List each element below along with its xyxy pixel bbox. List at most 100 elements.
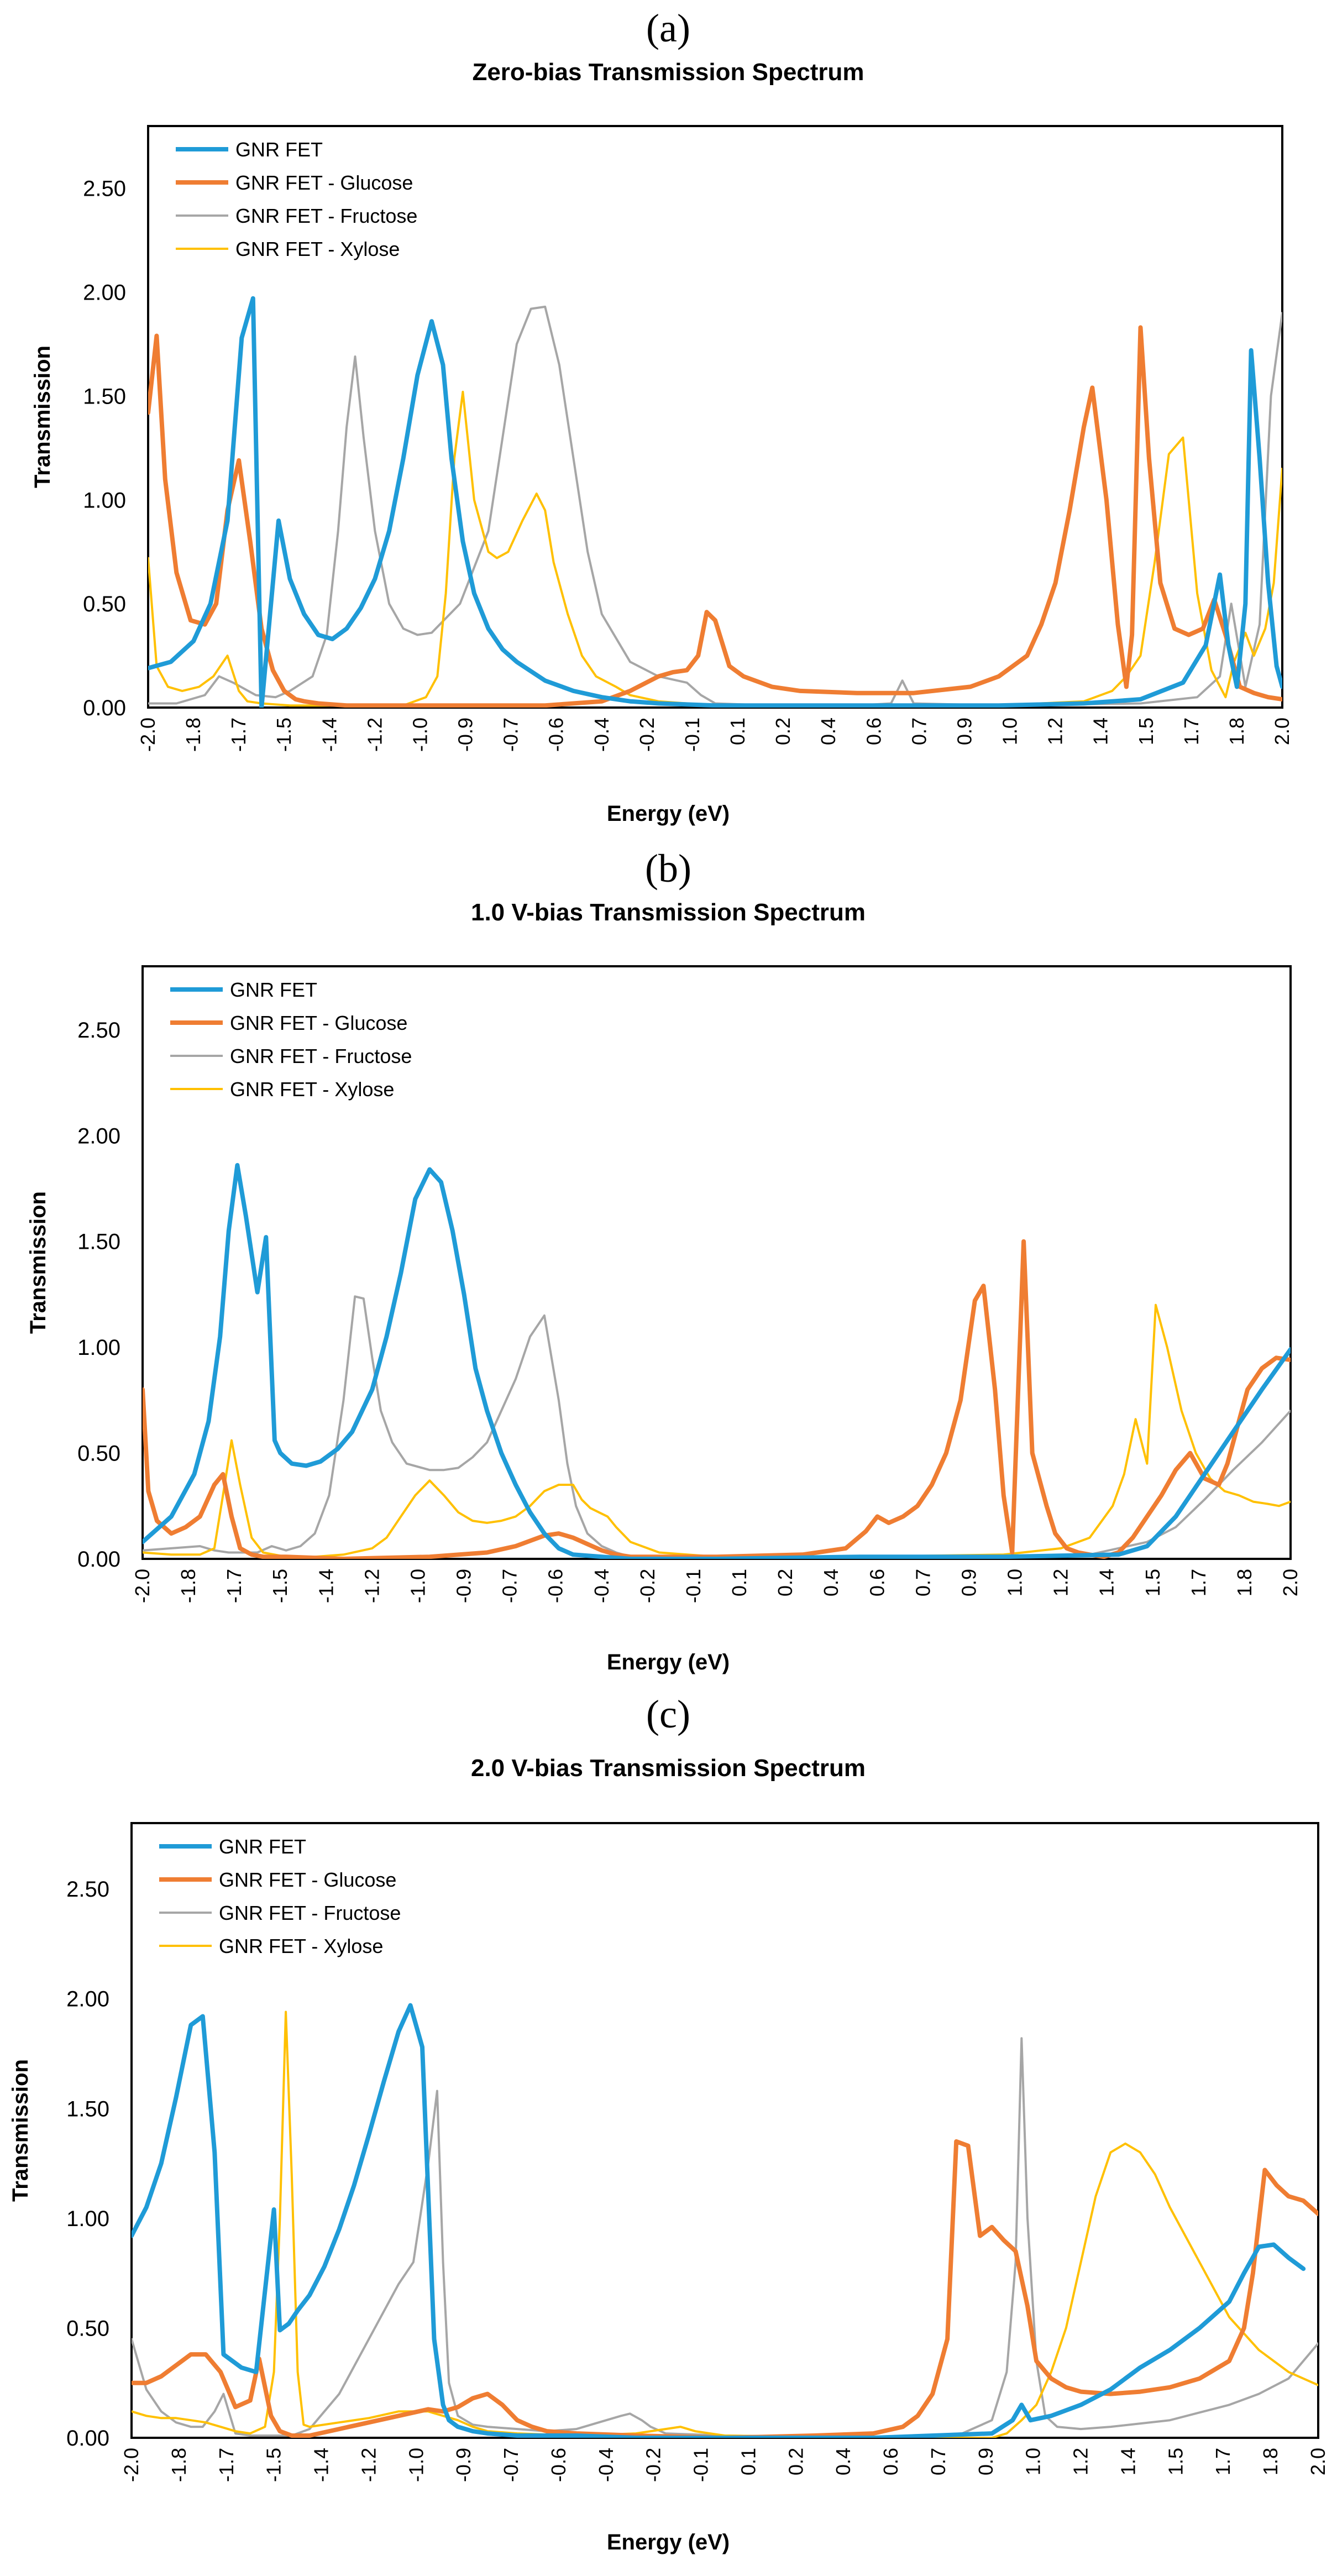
x-tick-label: -1.2 [357, 2448, 380, 2482]
plot-area [130, 1822, 1319, 2439]
x-tick-label: -0.6 [547, 2448, 570, 2482]
x-tick-label: -0.6 [544, 1569, 567, 1603]
x-tick-label: 1.4 [1095, 1569, 1118, 1596]
x-tick-label: -1.4 [314, 1569, 337, 1603]
y-axis-label: Transmission [26, 1191, 50, 1334]
y-tick-label: 1.00 [83, 488, 126, 512]
x-tick-label: 1.0 [999, 718, 1021, 745]
y-tick-label: 0.50 [77, 1442, 120, 1466]
y-tick-label: 2.00 [77, 1124, 120, 1148]
y-tick-label: 1.00 [77, 1336, 120, 1360]
x-tick-label: -1.0 [406, 1569, 429, 1603]
x-tick-label: -0.4 [590, 718, 613, 752]
y-tick-label: 2.50 [77, 1018, 120, 1043]
x-tick-label: 1.7 [1212, 2448, 1234, 2475]
x-tick-label: 0.9 [953, 718, 976, 745]
chart-title: Zero-bias Transmission Spectrum [472, 59, 864, 86]
x-tick-label: 0.9 [974, 2448, 997, 2475]
x-tick-label: -0.9 [453, 1569, 475, 1603]
x-tick-label: -0.6 [545, 718, 568, 752]
y-tick-label: 0.50 [66, 2316, 109, 2341]
x-tick-label: -2.0 [131, 1569, 154, 1603]
series-line-gnr-fet [148, 296, 1282, 708]
chart-panel-3: (c) 2.0 V-bias Transmission Spectrum 0.00 0… [8, 1692, 1329, 2554]
x-tick-label: -0.7 [500, 2448, 522, 2482]
legend-label: GNR FET - Xylose [235, 238, 400, 260]
x-tick-label: -0.2 [636, 718, 658, 752]
x-tick-label: -0.1 [682, 1569, 705, 1603]
x-tick-label: -1.8 [177, 1569, 200, 1603]
x-tick-label: -1.7 [227, 718, 250, 752]
panel-label: (c) [646, 1692, 690, 1736]
x-tick-label: -0.7 [500, 718, 522, 752]
chart-panel-1: (a) Zero-bias Transmission Spectrum 0.00 0.… [30, 6, 1293, 826]
x-tick-label: 0.7 [927, 2448, 950, 2475]
y-tick-label: 0.00 [77, 1547, 120, 1572]
series-line-glucose [143, 1239, 1291, 1559]
chart-title: 2.0 V-bias Transmission Spectrum [471, 1755, 866, 1782]
x-tick-label: 1.4 [1116, 2448, 1139, 2475]
x-tick-label: -1.0 [405, 2448, 427, 2482]
y-tick-label: 1.50 [77, 1230, 120, 1254]
series-line-xylose [148, 390, 1282, 707]
x-tick-label: 0.7 [908, 718, 930, 745]
legend-label: GNR FET - Xylose [219, 1935, 383, 1957]
x-tick-label: 0.7 [911, 1569, 934, 1596]
x-tick-label: -1.7 [223, 1569, 245, 1603]
y-tick-label: 2.00 [66, 1987, 109, 2012]
x-tick-label: 2.0 [1307, 2448, 1329, 2475]
x-tick-label: -0.1 [690, 2448, 712, 2482]
x-tick-label: 1.5 [1141, 1569, 1164, 1596]
series-line-gnr-fet [143, 1163, 1291, 1559]
legend-label: GNR FET - Glucose [230, 1012, 407, 1034]
x-tick-label: 1.2 [1044, 718, 1067, 745]
y-tick-label: 0.50 [83, 592, 126, 616]
x-tick-label: -1.5 [263, 2448, 285, 2482]
x-tick-label: -1.0 [408, 718, 431, 752]
x-tick-label: -1.4 [310, 2448, 333, 2482]
x-tick-label: 1.4 [1089, 718, 1112, 745]
x-tick-label: 0.2 [772, 718, 794, 745]
series-group [132, 2003, 1318, 2438]
x-tick-label: -1.5 [269, 1569, 291, 1603]
x-tick-label: -1.2 [360, 1569, 383, 1603]
panel-label: (b) [645, 846, 691, 891]
x-tick-label: -0.9 [452, 2448, 475, 2482]
x-tick-label: 0.9 [957, 1569, 980, 1596]
legend-label: GNR FET - Glucose [235, 171, 413, 194]
x-tick-label: 0.1 [726, 718, 749, 745]
legend-label: GNR FET - Fructose [235, 205, 417, 227]
x-tick-label: 1.0 [1022, 2448, 1045, 2475]
series-line-fructose [132, 2037, 1318, 2438]
y-tick-label: 0.00 [66, 2426, 109, 2451]
chart-title: 1.0 V-bias Transmission Spectrum [471, 899, 866, 926]
x-tick-label: -0.2 [642, 2448, 665, 2482]
x-tick-label: -1.7 [215, 2448, 238, 2482]
legend-label: GNR FET [235, 138, 323, 161]
x-tick-label: 0.1 [728, 1569, 751, 1596]
plot-area [147, 125, 1283, 709]
x-axis-label: Energy (eV) [607, 802, 730, 826]
x-tick-label: 0.2 [774, 1569, 796, 1596]
x-tick-label: -0.9 [454, 718, 477, 752]
x-tick-label: 1.0 [1004, 1569, 1026, 1596]
x-tick-label: -0.4 [595, 2448, 617, 2482]
y-tick-label: 2.00 [83, 281, 126, 305]
x-tick-label: 0.4 [820, 1569, 842, 1596]
x-tick-label: 1.2 [1050, 1569, 1072, 1596]
panel-label: (a) [646, 6, 690, 50]
legend-label: GNR FET - Fructose [230, 1045, 412, 1067]
x-tick-label: -1.5 [272, 718, 295, 752]
x-tick-label: 2.0 [1279, 1569, 1302, 1596]
x-tick-label: 1.5 [1164, 2448, 1187, 2475]
x-tick-label: -1.2 [363, 718, 386, 752]
x-tick-label: -2.0 [120, 2448, 143, 2482]
x-tick-label: -0.1 [681, 718, 704, 752]
series-group [143, 1163, 1291, 1559]
x-tick-label: -1.8 [167, 2448, 190, 2482]
legend-label: GNR FET - Glucose [219, 1868, 396, 1891]
x-tick-label: 2.0 [1271, 718, 1293, 745]
y-tick-label: 2.50 [83, 177, 126, 201]
chart-panel-2: (b) 1.0 V-bias Transmission Spectrum 0.00 0… [26, 846, 1302, 1674]
x-tick-label: 0.4 [832, 2448, 854, 2475]
